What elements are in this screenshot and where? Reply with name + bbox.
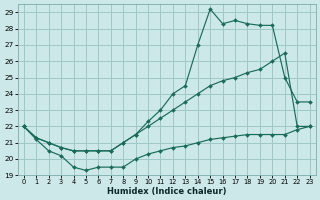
X-axis label: Humidex (Indice chaleur): Humidex (Indice chaleur) bbox=[107, 187, 227, 196]
